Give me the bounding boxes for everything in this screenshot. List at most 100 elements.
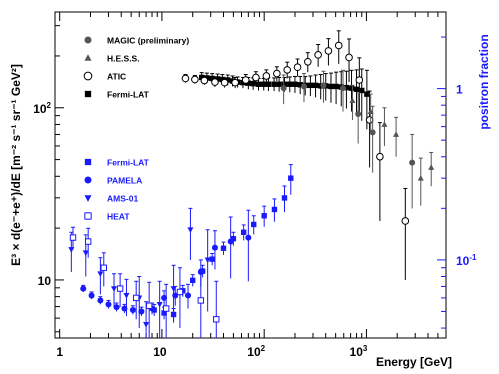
data-point	[393, 131, 400, 137]
data-point	[265, 81, 272, 87]
data-point	[97, 271, 104, 278]
legend-entry: H.E.S.S.	[84, 54, 140, 64]
data-point	[303, 57, 312, 66]
y-left-axis-title: E³ × d(e⁻+e⁺)/dE [m⁻² s⁻¹ sr⁻¹ GeV²]	[9, 64, 23, 266]
data-point	[300, 83, 307, 90]
legend-label: ATIC	[107, 72, 126, 82]
data-point	[199, 74, 205, 81]
data-point	[80, 285, 87, 292]
x-tick-label-exponent: 3	[363, 344, 368, 353]
legend-label: Fermi-LAT	[107, 158, 150, 168]
data-point	[255, 81, 262, 87]
y-right-tick-label-base: 1	[456, 83, 463, 97]
data-point	[209, 75, 215, 82]
data-point	[213, 316, 220, 323]
data-point	[121, 305, 128, 312]
data-point	[364, 91, 370, 97]
data-point	[355, 76, 364, 84]
data-point	[334, 41, 343, 50]
data-point	[69, 234, 77, 241]
data-point	[231, 78, 239, 87]
x-tick-label-base: 10	[153, 345, 167, 359]
data-point	[111, 286, 118, 292]
tick-marks	[55, 12, 447, 338]
y-right-tick-label: 1	[456, 83, 463, 97]
data-point	[288, 175, 294, 181]
legend-entry: AMS-01	[84, 194, 138, 204]
data-point	[293, 63, 302, 72]
x-tick-label-base: 10	[350, 345, 364, 359]
x-tick-label: 103	[350, 344, 368, 359]
data-point	[381, 121, 388, 127]
data-point	[345, 53, 353, 62]
data-point	[225, 77, 231, 83]
series-h-e-s-s--left	[349, 84, 435, 206]
x-tick-label-exponent: 2	[261, 344, 266, 353]
legend-label: H.E.S.S.	[107, 54, 140, 64]
data-point	[349, 97, 356, 104]
data-point	[271, 206, 278, 213]
data-point	[241, 76, 250, 84]
data-point	[245, 80, 252, 86]
data-point	[365, 116, 374, 124]
data-point	[143, 322, 150, 328]
x-tick-label: 10	[153, 345, 167, 359]
data-point	[353, 86, 360, 93]
x-tick-label-base: 10	[247, 345, 261, 359]
legend-entry: Fermi-LAT	[84, 90, 150, 100]
data-point	[297, 82, 303, 88]
data-point	[185, 292, 192, 299]
data-point	[261, 81, 267, 87]
data-point	[145, 302, 153, 309]
legend-marker	[84, 90, 92, 98]
data-point	[197, 297, 205, 304]
data-point	[287, 81, 293, 87]
data-point	[204, 257, 211, 264]
data-point	[245, 234, 252, 241]
data-point	[84, 238, 92, 245]
data-point	[88, 292, 95, 299]
x-tick-label: 1	[56, 345, 63, 359]
series-ams-01-right	[68, 207, 211, 338]
data-point	[292, 81, 298, 87]
data-point	[262, 72, 271, 80]
legend-marker	[84, 158, 92, 166]
data-point	[161, 294, 168, 301]
data-point	[240, 79, 246, 86]
data-point	[283, 66, 292, 74]
data-point	[211, 78, 219, 86]
data-point	[355, 111, 362, 118]
data-point	[281, 195, 288, 201]
data-point	[367, 108, 374, 115]
legend: MAGIC (preliminary) H.E.S.S. ATIC Fermi-LAT…	[83, 36, 189, 222]
data-point	[181, 74, 190, 83]
data-point	[417, 174, 424, 181]
data-point	[320, 82, 327, 89]
series-magic-preliminary--left	[280, 69, 416, 209]
data-point	[100, 264, 107, 271]
data-point	[156, 301, 163, 308]
data-point	[273, 69, 281, 78]
series-pamela-right	[80, 209, 252, 317]
legend-entry: MAGIC (preliminary)	[84, 36, 189, 46]
legend-marker	[83, 71, 93, 81]
series-atic-left	[181, 30, 410, 280]
legend-label: HEAT	[107, 212, 130, 222]
data-point	[307, 82, 314, 89]
legend-marker	[84, 176, 92, 184]
legend-entry: PAMELA	[84, 176, 142, 186]
y-left-tick-label-exponent: 2	[47, 101, 52, 110]
series-layer	[68, 30, 435, 338]
legend-entry: HEAT	[84, 212, 130, 222]
legend-marker	[84, 54, 92, 61]
data-point	[409, 159, 416, 166]
data-point	[209, 256, 215, 262]
data-point	[138, 308, 145, 315]
data-point	[401, 217, 410, 225]
series-heat-right	[69, 226, 220, 338]
legend-entry: ATIC	[83, 71, 126, 82]
data-point	[105, 301, 112, 308]
legend-marker	[84, 212, 92, 220]
